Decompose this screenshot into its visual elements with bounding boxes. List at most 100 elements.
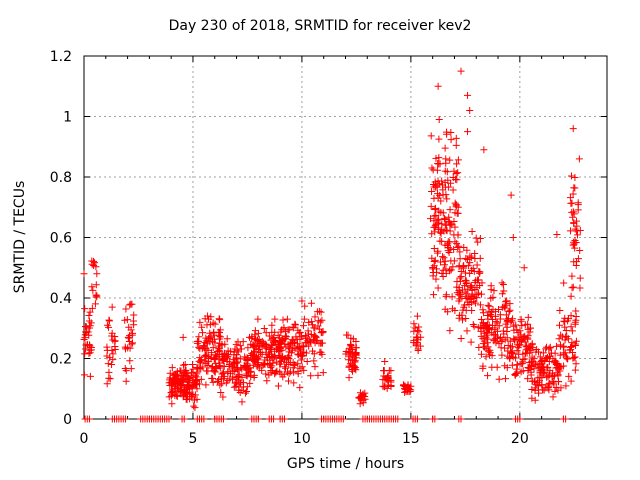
data-point — [260, 325, 268, 333]
data-point — [247, 373, 255, 381]
data-point — [488, 312, 496, 320]
data-point — [310, 357, 318, 365]
data-point — [539, 349, 547, 357]
data-point — [124, 333, 132, 341]
data-point — [82, 345, 90, 353]
data-point — [446, 267, 454, 275]
data-point — [236, 355, 244, 363]
data-point — [111, 337, 119, 345]
y-tick-label: 1.2 — [50, 49, 72, 65]
data-point — [568, 172, 576, 180]
data-point — [517, 360, 525, 368]
data-point — [285, 370, 293, 378]
data-point — [456, 311, 464, 319]
data-point — [440, 254, 448, 262]
data-point — [444, 238, 452, 246]
data-point — [352, 344, 360, 352]
data-point — [181, 361, 189, 369]
data-point — [571, 244, 579, 252]
data-point — [551, 387, 559, 395]
data-point — [348, 345, 356, 353]
data-point — [296, 384, 304, 392]
data-point — [200, 343, 208, 351]
data-point — [449, 263, 457, 271]
data-point — [252, 335, 260, 343]
data-point — [503, 364, 511, 372]
data-point — [570, 210, 578, 218]
data-point — [182, 372, 190, 380]
data-point — [571, 174, 579, 182]
data-point — [439, 253, 447, 261]
data-point — [86, 322, 94, 330]
data-point — [567, 377, 575, 385]
data-point — [454, 209, 462, 217]
data-point — [434, 249, 442, 257]
data-point — [87, 319, 95, 327]
data-point — [319, 328, 327, 336]
data-point — [166, 369, 174, 377]
zero-marker — [562, 415, 570, 423]
data-point — [212, 363, 220, 371]
data-point — [475, 289, 483, 297]
data-point — [209, 344, 217, 352]
data-point — [456, 274, 464, 282]
data-point — [346, 340, 354, 348]
data-point — [569, 213, 577, 221]
data-point — [250, 349, 258, 357]
data-point — [81, 331, 89, 339]
data-point — [515, 350, 523, 358]
data-point — [265, 332, 273, 340]
data-point — [380, 367, 388, 375]
data-point — [81, 350, 89, 358]
data-point — [294, 360, 302, 368]
data-point — [509, 234, 517, 241]
data-point — [479, 306, 487, 314]
data-point — [223, 335, 231, 343]
data-point — [490, 287, 498, 295]
data-point — [495, 375, 503, 383]
data-point — [563, 355, 571, 363]
data-point — [472, 234, 480, 242]
data-point — [276, 347, 284, 355]
data-point — [244, 344, 252, 352]
data-point — [559, 343, 567, 351]
data-point — [521, 321, 529, 329]
data-point — [279, 373, 287, 381]
data-point — [458, 316, 466, 324]
data-point — [88, 283, 96, 291]
data-point — [222, 350, 230, 358]
data-point — [204, 361, 212, 369]
data-point — [209, 378, 217, 386]
data-point — [179, 333, 187, 341]
data-point — [434, 159, 442, 167]
data-point — [274, 382, 282, 390]
data-point — [431, 256, 439, 264]
data-point — [284, 326, 292, 334]
data-point — [569, 354, 577, 362]
data-point — [462, 315, 470, 323]
data-point — [194, 337, 202, 345]
data-point — [182, 395, 190, 403]
data-point — [253, 356, 261, 364]
data-point — [106, 375, 114, 383]
data-point — [290, 361, 298, 369]
data-point — [557, 331, 565, 339]
data-point — [502, 375, 510, 383]
data-point — [464, 91, 472, 99]
data-point — [544, 363, 552, 371]
data-point — [208, 349, 216, 357]
data-point — [85, 331, 93, 339]
data-point — [544, 371, 552, 379]
data-point — [556, 321, 563, 329]
data-point — [572, 313, 580, 321]
data-point — [464, 128, 472, 136]
data-point — [346, 352, 354, 360]
data-point — [281, 363, 289, 371]
data-point — [576, 246, 584, 254]
data-point — [183, 385, 191, 393]
data-point — [461, 269, 469, 277]
data-point — [493, 319, 501, 327]
data-point — [520, 264, 528, 272]
data-point — [317, 308, 325, 316]
